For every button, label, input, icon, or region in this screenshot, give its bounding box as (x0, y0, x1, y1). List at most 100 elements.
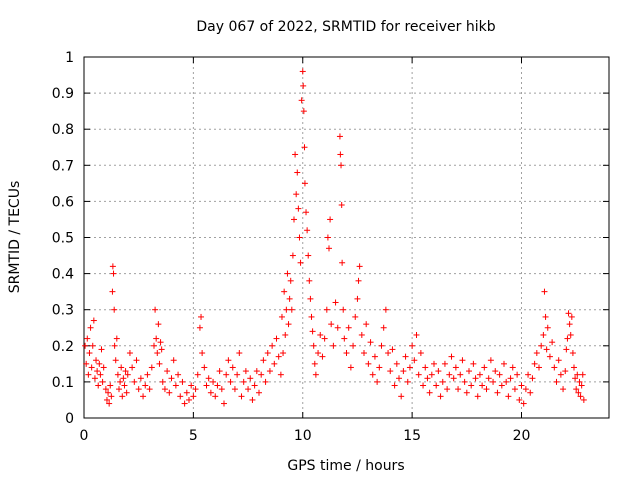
data-point (297, 259, 304, 266)
data-point (472, 375, 479, 382)
data-point (281, 288, 288, 295)
data-point (485, 375, 492, 382)
data-point (196, 324, 203, 331)
data-point (96, 360, 103, 367)
data-point (227, 378, 234, 385)
data-point (542, 313, 549, 320)
data-point (420, 382, 427, 389)
data-point (120, 375, 127, 382)
data-point (398, 393, 405, 400)
data-point (343, 350, 350, 357)
data-point (97, 371, 104, 378)
data-point (157, 339, 164, 346)
data-point (481, 364, 488, 371)
data-point (240, 378, 247, 385)
data-series (82, 68, 587, 407)
data-point (501, 360, 507, 367)
data-point (216, 368, 223, 375)
grid-lines (84, 57, 609, 418)
data-point (140, 393, 147, 400)
data-point (363, 321, 370, 328)
data-point (466, 368, 472, 375)
data-point (82, 342, 89, 349)
data-point (229, 364, 236, 371)
y-tick-label: 0.7 (52, 158, 74, 174)
data-point (205, 375, 212, 382)
data-point (576, 378, 583, 385)
data-point (338, 162, 345, 169)
y-tick-label: 0.5 (52, 231, 74, 247)
data-point (317, 331, 324, 338)
data-point (455, 386, 462, 393)
data-point (459, 357, 466, 364)
data-point (186, 396, 192, 403)
data-point (409, 342, 416, 349)
data-point (304, 227, 311, 234)
data-point (332, 299, 339, 306)
data-point (188, 382, 195, 389)
data-point (89, 342, 96, 349)
data-point (463, 389, 470, 396)
x-tick-label: 5 (189, 428, 198, 444)
data-point (540, 331, 547, 338)
data-point (144, 371, 151, 378)
data-point (113, 335, 120, 342)
data-point (95, 382, 102, 389)
data-point (560, 386, 567, 393)
data-point (300, 108, 307, 115)
data-point (557, 371, 564, 378)
data-point (278, 313, 285, 320)
data-point (345, 324, 352, 331)
data-point (258, 371, 265, 378)
x-tick-label: 10 (294, 428, 312, 444)
chart-title: Day 067 of 2022, SRMTID for receiver hik… (196, 19, 495, 35)
axis-ticks: 00.10.20.30.40.50.60.70.80.910 5 10 15 20 (52, 50, 609, 444)
data-point (282, 331, 289, 338)
data-point (461, 378, 468, 385)
data-point (155, 321, 162, 328)
data-point (126, 350, 133, 357)
data-point (354, 295, 361, 302)
data-point (490, 378, 497, 385)
data-point (448, 353, 455, 360)
data-point (256, 389, 262, 396)
data-point (111, 306, 118, 313)
data-point (146, 386, 153, 393)
data-point (153, 335, 160, 342)
data-point (452, 364, 459, 371)
data-point (319, 353, 326, 360)
y-tick-label: 0.8 (52, 122, 74, 138)
data-point (212, 393, 219, 400)
data-point (555, 357, 562, 364)
data-point (520, 400, 527, 407)
data-point (280, 350, 287, 357)
data-point (100, 364, 107, 371)
data-point (198, 313, 205, 320)
data-point (411, 357, 418, 364)
data-point (356, 263, 363, 270)
data-point (214, 382, 221, 389)
x-axis-label: GPS time / hours (287, 458, 404, 474)
data-point (518, 382, 525, 389)
data-point (90, 317, 97, 324)
data-point (367, 339, 374, 346)
data-point (111, 342, 118, 349)
data-point (109, 288, 116, 295)
data-point (292, 151, 299, 158)
data-point (154, 350, 161, 357)
data-point (181, 400, 188, 407)
data-point (457, 371, 464, 378)
data-point (577, 393, 584, 400)
data-point (567, 331, 574, 338)
data-point (355, 277, 362, 284)
data-point (124, 371, 131, 378)
data-point (347, 364, 354, 371)
data-point (546, 353, 553, 360)
data-point (103, 396, 110, 403)
data-point (190, 393, 197, 400)
data-point (563, 346, 570, 353)
data-point (105, 389, 112, 396)
data-point (439, 378, 446, 385)
data-point (378, 342, 385, 349)
data-point (135, 386, 142, 393)
